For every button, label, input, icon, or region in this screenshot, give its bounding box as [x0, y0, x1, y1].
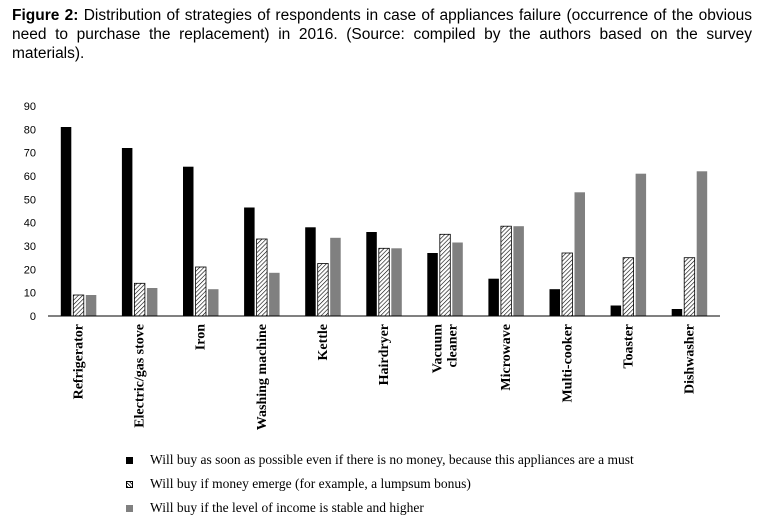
- bar-solid-black: [427, 253, 438, 316]
- bar-hatched: [439, 233, 451, 317]
- figure-caption: Figure 2: Distribution of strategies of …: [12, 6, 752, 63]
- bar-hatched: [133, 282, 146, 317]
- bar-solid-gray: [269, 272, 280, 316]
- legend-label: Will buy if the level of income is stabl…: [150, 500, 424, 515]
- bar-solid-black: [366, 232, 377, 316]
- bar-solid-black: [121, 148, 133, 316]
- category-label: Toaster: [621, 324, 636, 369]
- figure-label: Figure 2:: [12, 7, 79, 24]
- category-label: Microwave: [499, 324, 514, 391]
- category-label: Refrigerator: [72, 324, 87, 399]
- legend-label: Will buy as soon as possible even if the…: [150, 452, 634, 467]
- bar-solid-gray: [696, 171, 708, 316]
- bar-hatched: [317, 263, 329, 317]
- bar-solid-gray: [635, 173, 647, 316]
- bar-solid-gray: [146, 288, 158, 316]
- bar-solid-black: [549, 289, 560, 316]
- legend-swatch-solid-gray: [126, 505, 133, 512]
- bar-solid-black: [60, 127, 72, 316]
- bar-hatched: [256, 238, 268, 317]
- bar-hatched: [378, 247, 390, 317]
- bar-solid-gray: [452, 242, 463, 316]
- y-tick-label: 20: [24, 264, 36, 276]
- y-tick-label: 40: [24, 218, 36, 230]
- legend-swatch-hatched: [126, 481, 133, 488]
- y-tick-label: 0: [30, 311, 36, 323]
- bar-solid-black: [488, 278, 499, 316]
- bar-hatched: [561, 252, 573, 317]
- category-label: Multi-cooker: [560, 324, 575, 403]
- category-label: Electric/gas stove: [133, 324, 148, 428]
- y-tick-label: 60: [24, 171, 36, 183]
- y-tick-label: 90: [24, 101, 36, 113]
- y-tick-label: 10: [24, 288, 36, 300]
- bar-hatched: [195, 266, 207, 317]
- bar-hatched: [683, 257, 696, 317]
- y-tick-label: 70: [24, 148, 36, 160]
- category-label: Washing machine: [255, 324, 270, 430]
- legend-label: Will buy if money emerge (for example, a…: [150, 476, 471, 491]
- bar-solid-black: [305, 227, 316, 316]
- y-axis: 0 10 20 30 40 50 60 70 80 90: [24, 101, 36, 323]
- category-label: Kettle: [316, 324, 331, 361]
- bar-solid-black: [244, 207, 255, 316]
- bars: [60, 127, 708, 317]
- category-label: Dishwasher: [682, 324, 697, 394]
- bar-solid-gray: [574, 192, 585, 316]
- x-axis: Refrigerator Electric/gas stove Iron Washin…: [48, 315, 720, 430]
- bar-solid-black: [671, 309, 683, 316]
- bar-solid-black: [610, 305, 622, 316]
- category-label: Iron: [194, 324, 209, 350]
- bar-hatched: [622, 257, 634, 317]
- bar-solid-gray: [391, 248, 402, 316]
- bar-solid-gray: [513, 226, 524, 316]
- figure-caption-text: Distribution of strategies of respondent…: [12, 7, 753, 62]
- bar-hatched: [500, 225, 512, 317]
- bar-solid-black: [183, 166, 194, 316]
- bar-solid-gray: [330, 237, 341, 316]
- category-label: Vacuum: [431, 324, 446, 374]
- bar-solid-gray: [85, 295, 97, 316]
- y-tick-label: 50: [24, 194, 36, 206]
- category-label: cleaner: [446, 324, 461, 368]
- y-tick-label: 80: [24, 124, 36, 136]
- bar-solid-gray: [208, 289, 219, 316]
- legend-swatch-solid-black: [126, 457, 133, 464]
- y-tick-label: 30: [24, 241, 36, 253]
- bar-hatched: [72, 294, 85, 317]
- category-label: Hairdryer: [377, 324, 392, 385]
